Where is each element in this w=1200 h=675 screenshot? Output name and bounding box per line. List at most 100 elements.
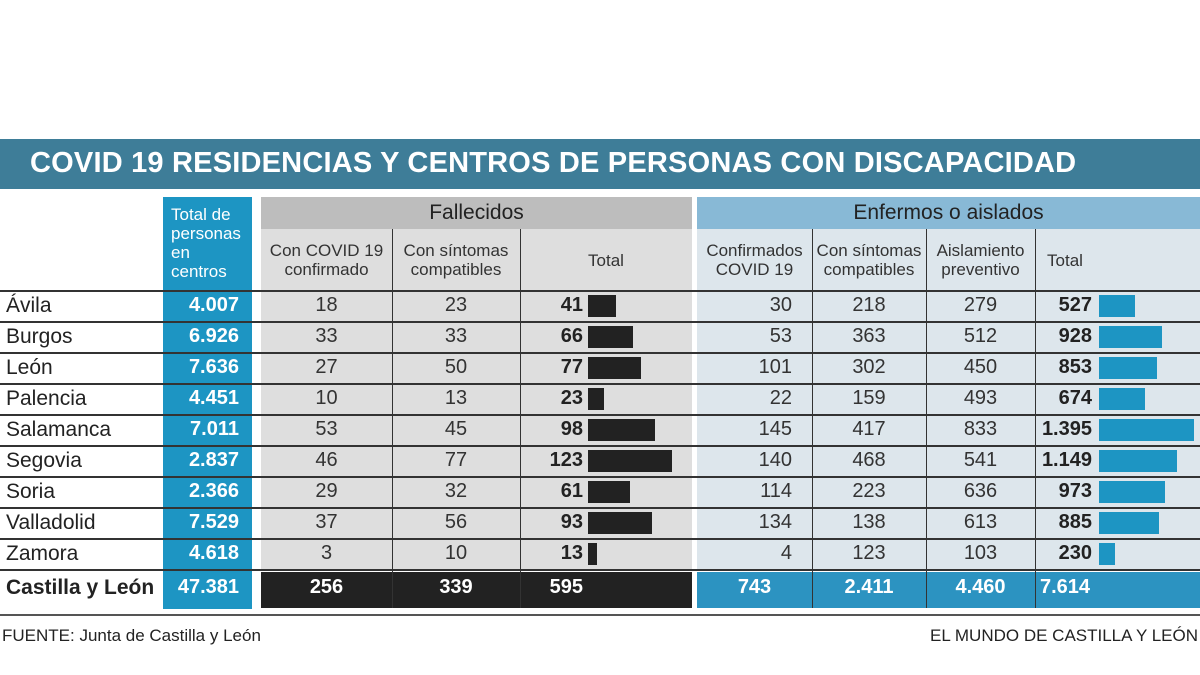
province-name: Burgos	[6, 325, 73, 348]
total-personas-header: Total de personas en centros	[171, 205, 241, 281]
row-divider	[0, 569, 1200, 571]
fallecidos-sintomas-value: 56	[444, 511, 468, 533]
enfermos-confirmado-value: 22	[769, 387, 792, 409]
enfermos-header-label: Enfermos o aislados	[853, 201, 1044, 224]
col-e-sintomas: Con síntomas compatibles	[816, 241, 922, 279]
row-divider	[0, 538, 1200, 540]
col-f-total: Total	[588, 250, 624, 270]
fallecidos-sintomas-value: 77	[444, 449, 468, 471]
fallecidos-confirmado-value: 46	[315, 449, 338, 471]
total-personas-value: 4.618	[188, 542, 239, 564]
col-e-confirmados: Confirmados COVID 19	[706, 241, 803, 279]
enfermos-total-value: 1.395	[1041, 418, 1092, 440]
enfermos-total-value: 853	[1058, 356, 1092, 378]
fallecidos-sintomas-value: 33	[444, 325, 468, 347]
enfermos-confirmado-value: 30	[769, 294, 792, 316]
fallecidos-sintomas-value: 45	[444, 418, 468, 440]
enfermos-sintomas-value: 138	[852, 511, 886, 533]
enfermos-aislamiento-value: 636	[963, 480, 998, 502]
enfermos-subheader: Confirmados COVID 19 Con síntomas compat…	[697, 229, 1200, 291]
divider	[812, 229, 813, 608]
province-name: Segovia	[6, 449, 82, 472]
enfermos-total-value: 885	[1058, 511, 1092, 533]
fallecidos-bar	[588, 481, 630, 503]
row-divider	[0, 352, 1200, 354]
enfermos-confirmado-value: 4	[780, 542, 792, 564]
enfermos-sintomas-value: 363	[852, 325, 886, 347]
enfermos-bar	[1099, 512, 1160, 534]
fallecidos-sintomas-value: 50	[444, 356, 468, 378]
publisher-credit: EL MUNDO DE CASTILLA Y LEÓN	[930, 626, 1198, 645]
enfermos-confirmado-value: 134	[758, 511, 792, 533]
fallecidos-sintomas-value: 10	[444, 542, 468, 564]
fallecidos-bar	[588, 450, 672, 472]
enfermos-aislamiento-value: 541	[963, 449, 998, 471]
fallecidos-confirmado-value: 27	[315, 356, 338, 378]
enfermos-total-value: 928	[1058, 325, 1092, 347]
province-name: Zamora	[6, 542, 79, 565]
enfermos-confirmado-value: 140	[758, 449, 792, 471]
fallecidos-total-value: 13	[560, 542, 583, 564]
col-f-confirmado: Con COVID 19 confirmado	[269, 241, 384, 279]
enfermos-confirmado-value: 145	[758, 418, 792, 440]
enfermos-bar	[1099, 295, 1135, 317]
enfermos-aislamiento-value: 103	[963, 542, 998, 564]
enfermos-bar	[1099, 357, 1158, 379]
total-personas-value: 4.451	[188, 387, 239, 409]
total-personas-value: 4.007	[188, 294, 239, 316]
fallecidos-total-value: 41	[560, 294, 583, 316]
total-personas-value: 2.366	[188, 480, 239, 502]
fallecidos-bar	[588, 512, 652, 534]
enfermos-total-value: 527	[1058, 294, 1092, 316]
enfermos-bar	[1099, 388, 1145, 410]
fallecidos-confirmado-value: 29	[315, 480, 338, 502]
title-bar: COVID 19 RESIDENCIAS Y CENTROS DE PERSON…	[0, 139, 1200, 189]
fallecidos-confirmado-value: 37	[315, 511, 338, 533]
enfermos-sintomas-value: 468	[852, 449, 886, 471]
fallecidos-total-value: 66	[560, 325, 583, 347]
fallecidos-confirmado-value: 18	[315, 294, 338, 316]
fallecidos-header: Fallecidos	[261, 197, 692, 229]
province-name: Valladolid	[6, 511, 96, 534]
enfermos-aislamiento-value: 512	[963, 325, 998, 347]
fallecidos-total-value: 77	[560, 356, 583, 378]
fallecidos-total-row-bg	[261, 572, 692, 608]
total-personas-value: 6.926	[188, 325, 239, 347]
enfermos-aislamiento-value: 450	[963, 356, 998, 378]
row-divider	[0, 383, 1200, 385]
region-total-f-sintomas: 339	[439, 576, 473, 598]
fallecidos-total-value: 23	[560, 387, 583, 409]
total-personas-column: Total de personas en centros	[163, 197, 252, 609]
page-title: COVID 19 RESIDENCIAS Y CENTROS DE PERSON…	[30, 147, 1077, 179]
fallecidos-total-value: 123	[549, 449, 583, 471]
region-total-enfermos: 7.614	[1040, 576, 1091, 598]
footer-divider	[0, 614, 1200, 616]
enfermos-aislamiento-value: 279	[963, 294, 998, 316]
fallecidos-bar	[588, 326, 634, 348]
enfermos-aislamiento-value: 833	[963, 418, 998, 440]
fallecidos-bar	[588, 295, 616, 317]
divider	[1035, 229, 1036, 608]
province-name: Ávila	[6, 294, 52, 317]
enfermos-sintomas-value: 218	[852, 294, 886, 316]
region-total-personas: 47.381	[177, 576, 239, 598]
row-divider	[0, 290, 1200, 292]
province-name: Soria	[6, 480, 56, 503]
region-total-e-aislamiento: 4.460	[955, 576, 1006, 598]
enfermos-sintomas-value: 302	[852, 356, 886, 378]
fallecidos-bar	[588, 543, 597, 565]
col-e-aislamiento: Aislamiento preventivo	[936, 241, 1025, 279]
fallecidos-subheader: Con COVID 19 confirmado Con síntomas com…	[261, 229, 692, 291]
fallecidos-bar	[588, 388, 604, 410]
fallecidos-sintomas-value: 13	[444, 387, 468, 409]
fallecidos-confirmado-value: 33	[315, 325, 338, 347]
enfermos-bar	[1099, 543, 1115, 565]
enfermos-total-value: 230	[1058, 542, 1092, 564]
source-credit: FUENTE: Junta de Castilla y León	[2, 626, 261, 645]
province-name: Palencia	[6, 387, 87, 410]
enfermos-sintomas-value: 417	[852, 418, 886, 440]
province-name: León	[6, 356, 53, 379]
total-personas-value: 2.837	[188, 449, 239, 471]
total-personas-value: 7.011	[190, 418, 239, 440]
fallecidos-confirmado-value: 10	[315, 387, 338, 409]
